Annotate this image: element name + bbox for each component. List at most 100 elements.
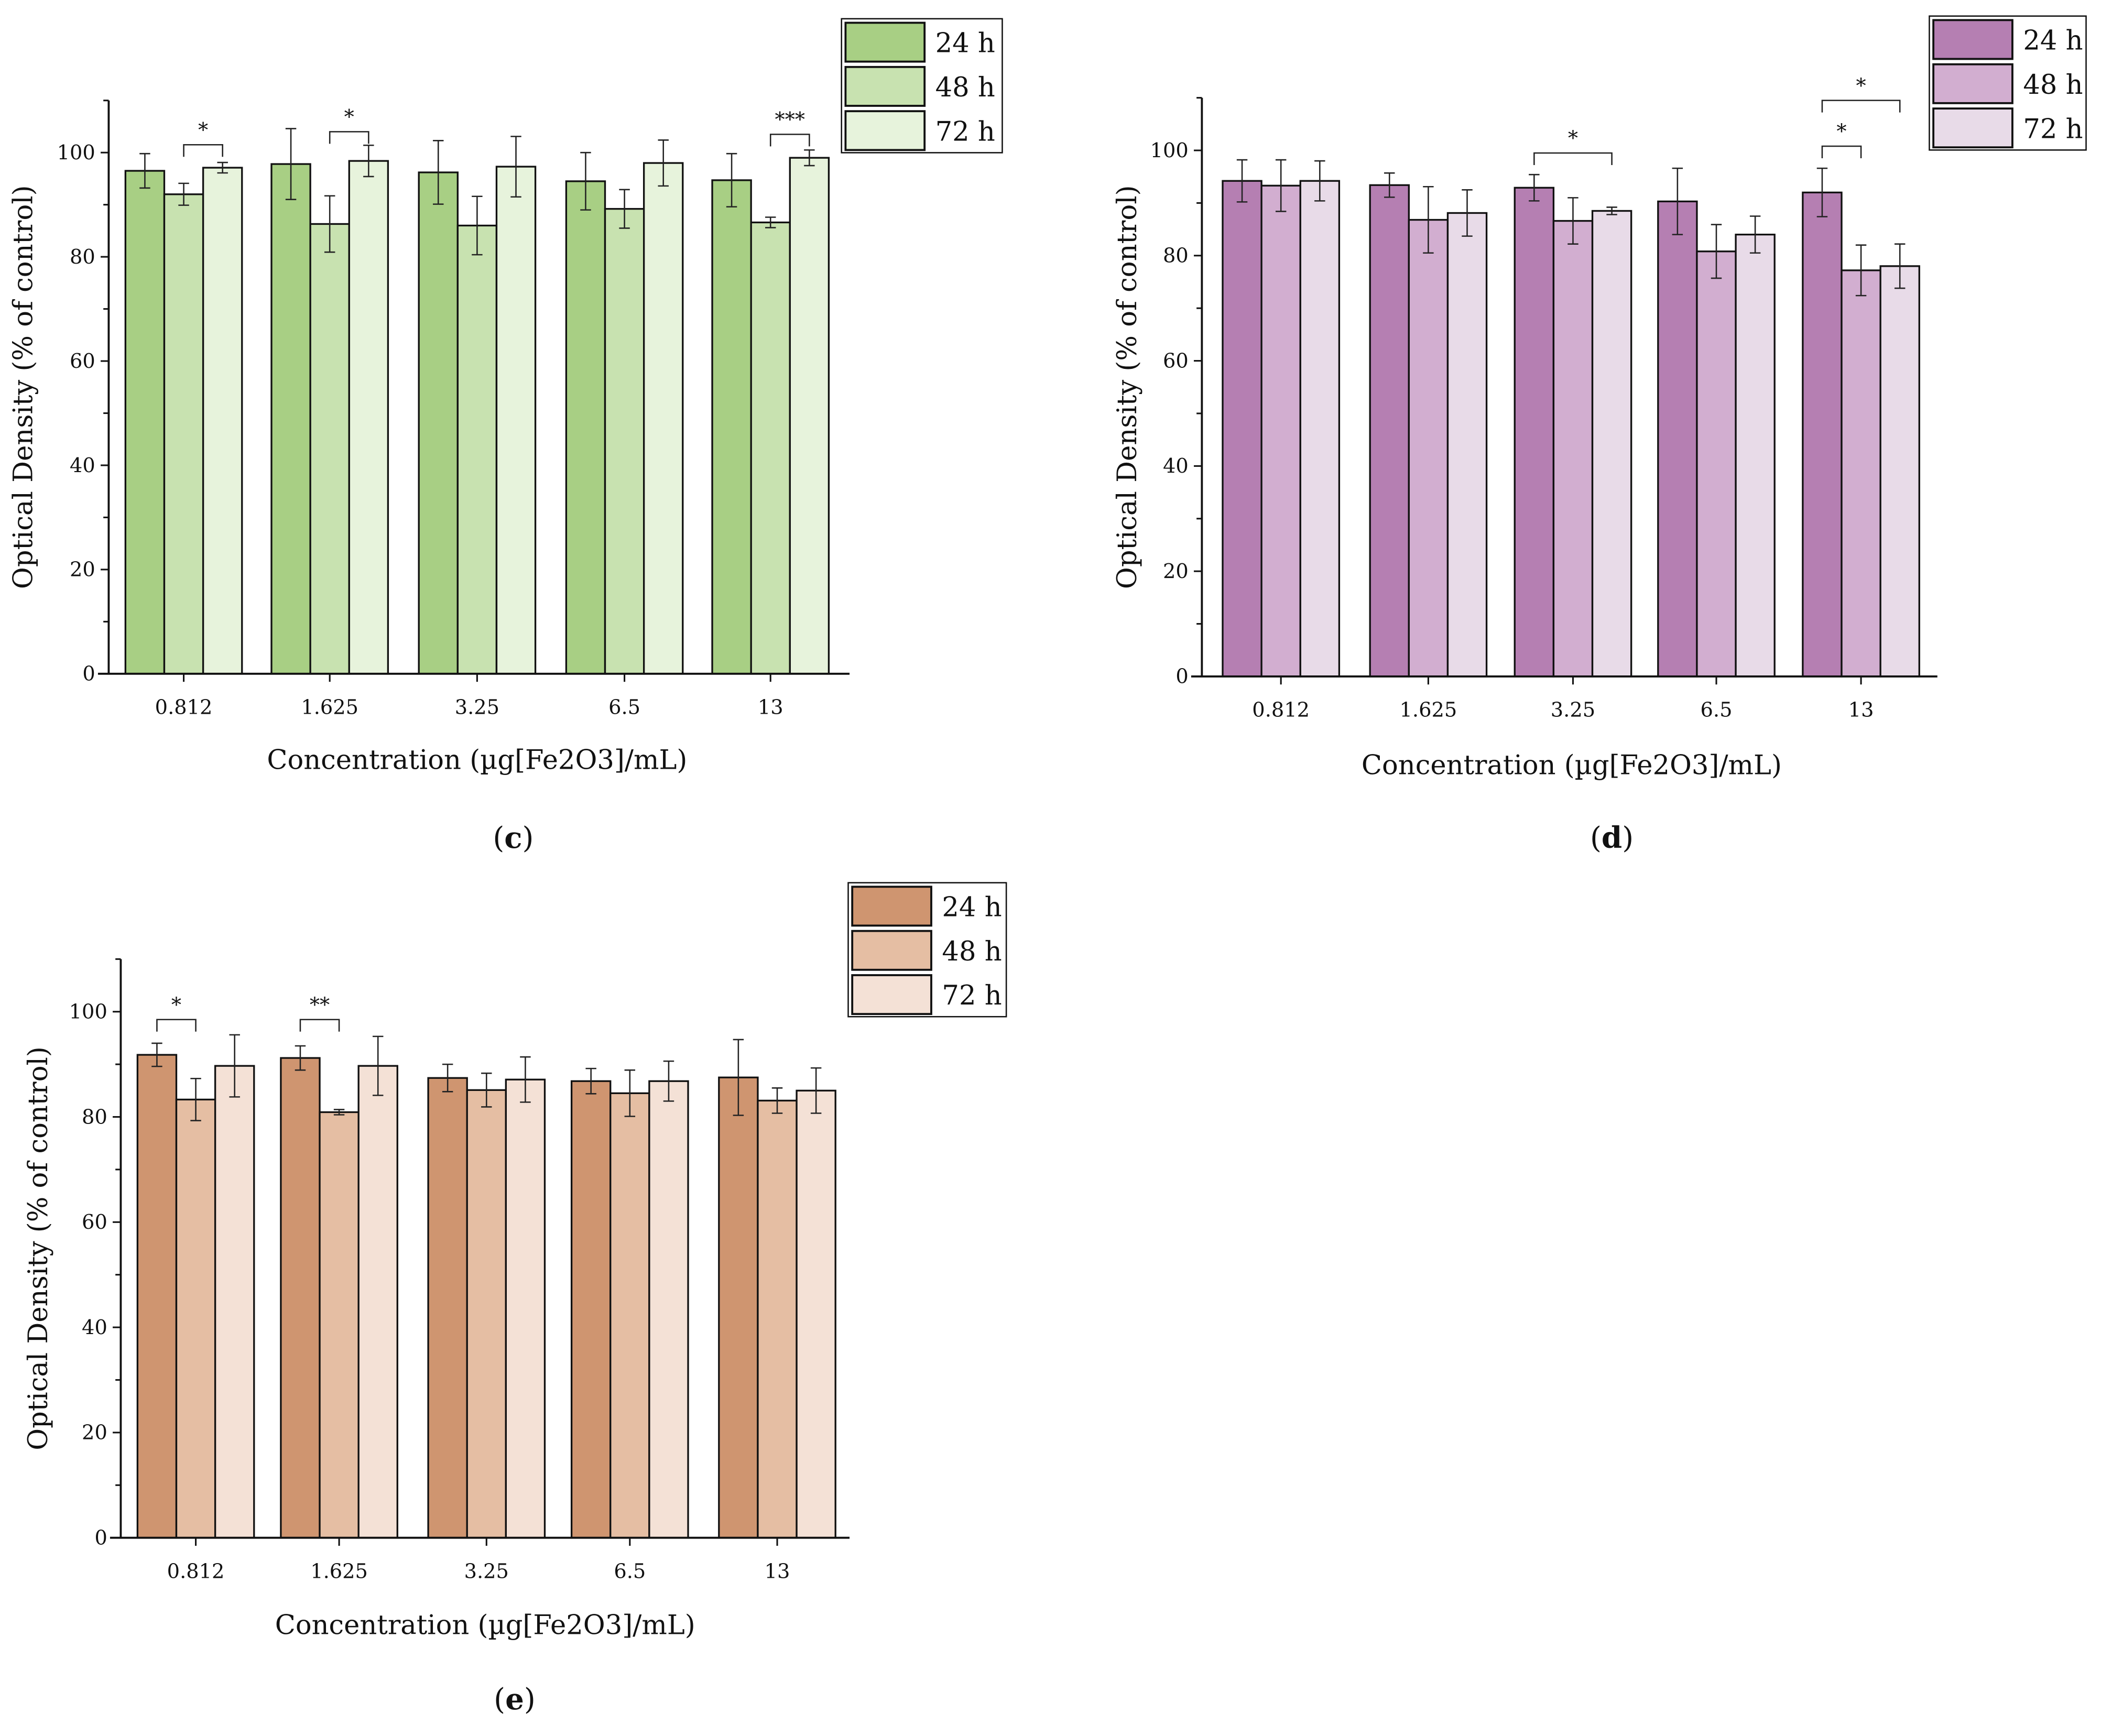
x-tick-label: 13 xyxy=(758,696,783,719)
bar xyxy=(270,163,311,675)
y-tick-label: 20 xyxy=(1163,560,1189,583)
significance-label: * xyxy=(1836,120,1846,144)
x-axis-label: Concentration (µg[Fe2O3]/mL) xyxy=(267,745,687,776)
significance-bracket xyxy=(299,1019,340,1032)
legend-label: 72 h xyxy=(942,980,1001,1011)
chart-panel-e: 0 20 40 60 80 100 0.812 1.625 3.25 6.5 13 Concentra… xyxy=(23,882,1007,1717)
y-tick-label: 40 xyxy=(1163,454,1189,478)
bar xyxy=(565,180,606,675)
y-tick-label: 60 xyxy=(82,1210,107,1234)
y-tick-label: 20 xyxy=(70,558,95,582)
y-tick-label: 0 xyxy=(1175,665,1188,689)
bar xyxy=(750,221,791,675)
bar xyxy=(757,1099,798,1539)
bar xyxy=(357,1065,398,1539)
legend-swatch xyxy=(1932,19,2013,60)
y-tick-label: 60 xyxy=(1163,349,1189,373)
bar xyxy=(456,224,498,675)
significance-label: *** xyxy=(775,108,805,132)
bar xyxy=(1841,269,1881,678)
legend-label: 24 h xyxy=(2023,26,2083,57)
significance-bracket xyxy=(156,1019,197,1032)
x-tick-label: 1.625 xyxy=(310,1559,368,1583)
bar xyxy=(202,167,243,675)
panel-label: (c) xyxy=(493,821,534,855)
bar xyxy=(604,208,645,675)
significance-bracket xyxy=(1533,152,1613,166)
significance-bracket xyxy=(329,131,369,144)
panel-label: (e) xyxy=(494,1682,536,1717)
bar xyxy=(1657,200,1698,678)
x-tick-label: 0.812 xyxy=(155,696,213,719)
significance-label: * xyxy=(198,118,208,142)
significance-bracket xyxy=(1821,100,1901,113)
bar xyxy=(1879,265,1920,678)
legend-swatch xyxy=(851,974,932,1016)
bar xyxy=(163,193,204,675)
bar xyxy=(643,162,684,675)
significance-bracket xyxy=(183,144,223,157)
bar xyxy=(796,1089,836,1539)
bar xyxy=(1408,219,1449,678)
legend-label: 48 h xyxy=(942,936,1001,967)
bar xyxy=(1222,180,1262,678)
panel-letter: e xyxy=(505,1682,524,1717)
significance-label: * xyxy=(1568,127,1578,150)
x-tick-label: 3.25 xyxy=(464,1559,509,1583)
y-tick-label: 40 xyxy=(70,454,95,477)
y-axis-label: Optical Density (% of control) xyxy=(1112,185,1143,589)
x-tick-label: 1.625 xyxy=(1400,698,1457,722)
x-tick-label: 3.25 xyxy=(455,696,499,719)
legend-swatch xyxy=(851,886,932,927)
legend-swatch xyxy=(1932,63,2013,104)
bar xyxy=(1299,180,1341,678)
bar xyxy=(1735,233,1776,678)
bar xyxy=(1552,220,1594,678)
significance-bracket xyxy=(1821,145,1862,158)
legend-swatch xyxy=(1932,107,2013,149)
bar xyxy=(570,1080,612,1539)
x-tick-label: 6.5 xyxy=(1701,698,1733,722)
bar xyxy=(309,223,350,675)
bar xyxy=(1446,212,1488,678)
bar xyxy=(609,1092,650,1539)
significance-label: * xyxy=(344,105,354,129)
legend-swatch xyxy=(851,930,932,971)
y-axis-label: Optical Density (% of control) xyxy=(23,1046,54,1450)
bar xyxy=(505,1078,546,1539)
x-tick-label: 3.25 xyxy=(1551,698,1595,722)
panel-label: (d) xyxy=(1590,821,1634,855)
legend-label: 48 h xyxy=(2023,70,2083,101)
legend-label: 72 h xyxy=(935,116,995,147)
legend-label: 48 h xyxy=(935,72,995,103)
y-tick-label: 80 xyxy=(82,1105,107,1129)
legend: 24 h 48 h 72 h xyxy=(847,882,1007,1018)
y-tick-label: 80 xyxy=(1163,244,1189,268)
significance-label: * xyxy=(1856,74,1866,97)
x-tick-label: 0.812 xyxy=(167,1559,225,1583)
legend-swatch xyxy=(844,110,926,151)
panel-letter: c xyxy=(504,821,522,855)
legend-label: 24 h xyxy=(935,28,995,59)
y-axis-label: Optical Density (% of control) xyxy=(8,185,39,589)
y-tick-label: 0 xyxy=(94,1526,107,1549)
y-tick-label: 40 xyxy=(82,1316,107,1339)
x-tick-label: 1.625 xyxy=(301,696,358,719)
y-tick-label: 20 xyxy=(82,1421,107,1445)
bar xyxy=(718,1076,759,1539)
bar xyxy=(495,166,537,675)
x-axis-label: Concentration (µg[Fe2O3]/mL) xyxy=(275,1610,695,1641)
bar xyxy=(427,1077,468,1539)
bar xyxy=(348,160,389,675)
bar xyxy=(280,1057,321,1539)
bar xyxy=(466,1089,507,1539)
y-tick-label: 0 xyxy=(82,662,95,686)
legend-swatch xyxy=(844,21,926,63)
legend-label: 24 h xyxy=(942,892,1001,923)
chart-panel-c: 0 20 40 60 80 100 0.812 1.625 3.25 6.5 13 Concentra… xyxy=(8,18,1003,855)
bar xyxy=(1591,210,1632,678)
bar xyxy=(711,179,752,675)
y-tick-label: 80 xyxy=(70,245,95,269)
legend-swatch xyxy=(844,65,926,107)
x-tick-label: 13 xyxy=(765,1559,790,1583)
